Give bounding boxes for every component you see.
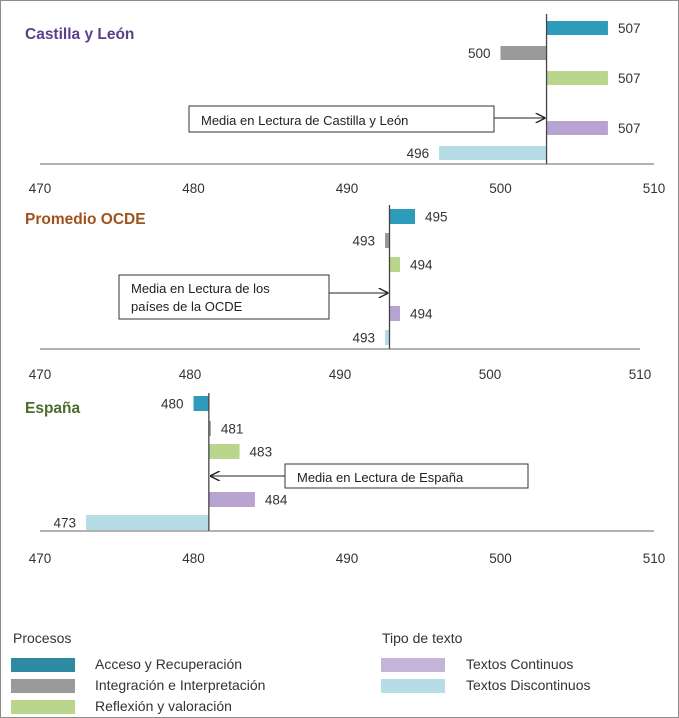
ocde-tick-470: 470 <box>29 367 52 382</box>
ocde-bar-2 <box>385 233 390 248</box>
legend-swatch-1 <box>11 658 75 672</box>
legend-label-2: Integración e Interpretación <box>95 677 265 693</box>
legend-group-procesos-title: Procesos <box>13 630 71 646</box>
legend-label-1: Acceso y Recuperación <box>95 656 242 672</box>
espana-bar-1-label: 480 <box>161 397 184 412</box>
castilla-annotation-line-1: Media en Lectura de Castilla y León <box>201 113 408 128</box>
ocde-bar-3-label: 494 <box>410 258 433 273</box>
espana-bar-4-label: 484 <box>265 493 288 508</box>
ocde-annotation-line-2: países de la OCDE <box>131 299 243 314</box>
castilla-tick-500: 500 <box>489 181 512 196</box>
castilla-bar-3 <box>546 71 608 85</box>
espana-bar-3-label: 483 <box>250 445 273 460</box>
castilla-bar-2 <box>500 46 547 60</box>
legend-swatch-5 <box>381 679 445 693</box>
espana-chart-title: España <box>25 400 81 417</box>
ocde-chart-title: Promedio OCDE <box>25 211 146 228</box>
espana-tick-470: 470 <box>29 551 52 566</box>
castilla-bar-5-label: 496 <box>407 146 430 161</box>
espana-annotation-line-1: Media en Lectura de España <box>297 470 464 485</box>
legend-swatch-3 <box>11 700 75 714</box>
espana-bar-3 <box>208 444 240 459</box>
ocde-tick-480: 480 <box>179 367 202 382</box>
legend-label-5: Textos Discontinuos <box>466 677 591 693</box>
espana-bar-2-label: 481 <box>221 422 244 437</box>
castilla-bar-2-label: 500 <box>468 46 491 61</box>
ocde-bar-1-label: 495 <box>425 210 448 225</box>
ocde-bar-1 <box>389 209 415 224</box>
legend-swatch-2 <box>11 679 75 693</box>
ocde-bar-4 <box>389 306 400 321</box>
ocde-bar-2-label: 493 <box>352 234 375 249</box>
espana-bar-2 <box>208 421 211 436</box>
castilla-bar-3-label: 507 <box>618 71 641 86</box>
ocde-bar-3 <box>389 257 400 272</box>
legend-group-tipo-title: Tipo de texto <box>382 630 463 646</box>
ocde-tick-490: 490 <box>329 367 352 382</box>
espana-bar-5 <box>86 515 209 530</box>
castilla-bar-4 <box>546 121 608 135</box>
castilla-chart-title: Castilla y León <box>25 26 134 43</box>
espana-bar-4 <box>208 492 255 507</box>
castilla-bar-1 <box>546 21 608 35</box>
castilla-annotation-box <box>188 105 495 133</box>
castilla-tick-470: 470 <box>29 181 52 196</box>
espana-tick-480: 480 <box>182 551 205 566</box>
espana-bar-5-label: 473 <box>54 516 77 531</box>
ocde-tick-510: 510 <box>629 367 652 382</box>
legend-swatch-4 <box>381 658 445 672</box>
ocde-annotation-box <box>118 274 330 320</box>
ocde-tick-500: 500 <box>479 367 502 382</box>
ocde-bar-5 <box>385 330 390 345</box>
castilla-bar-4-label: 507 <box>618 121 641 136</box>
espana-bar-1 <box>193 396 209 411</box>
castilla-bar-5 <box>439 146 547 160</box>
espana-tick-510: 510 <box>643 551 666 566</box>
espana-tick-490: 490 <box>336 551 359 566</box>
ocde-bar-4-label: 494 <box>410 307 433 322</box>
castilla-bar-1-label: 507 <box>618 21 641 36</box>
ocde-bar-5-label: 493 <box>352 331 375 346</box>
castilla-tick-480: 480 <box>182 181 205 196</box>
legend-label-3: Reflexión y valoración <box>95 698 232 714</box>
legend-label-4: Textos Continuos <box>466 656 573 672</box>
ocde-annotation-line-1: Media en Lectura de los <box>131 281 270 296</box>
castilla-tick-490: 490 <box>336 181 359 196</box>
espana-tick-500: 500 <box>489 551 512 566</box>
castilla-tick-510: 510 <box>643 181 666 196</box>
